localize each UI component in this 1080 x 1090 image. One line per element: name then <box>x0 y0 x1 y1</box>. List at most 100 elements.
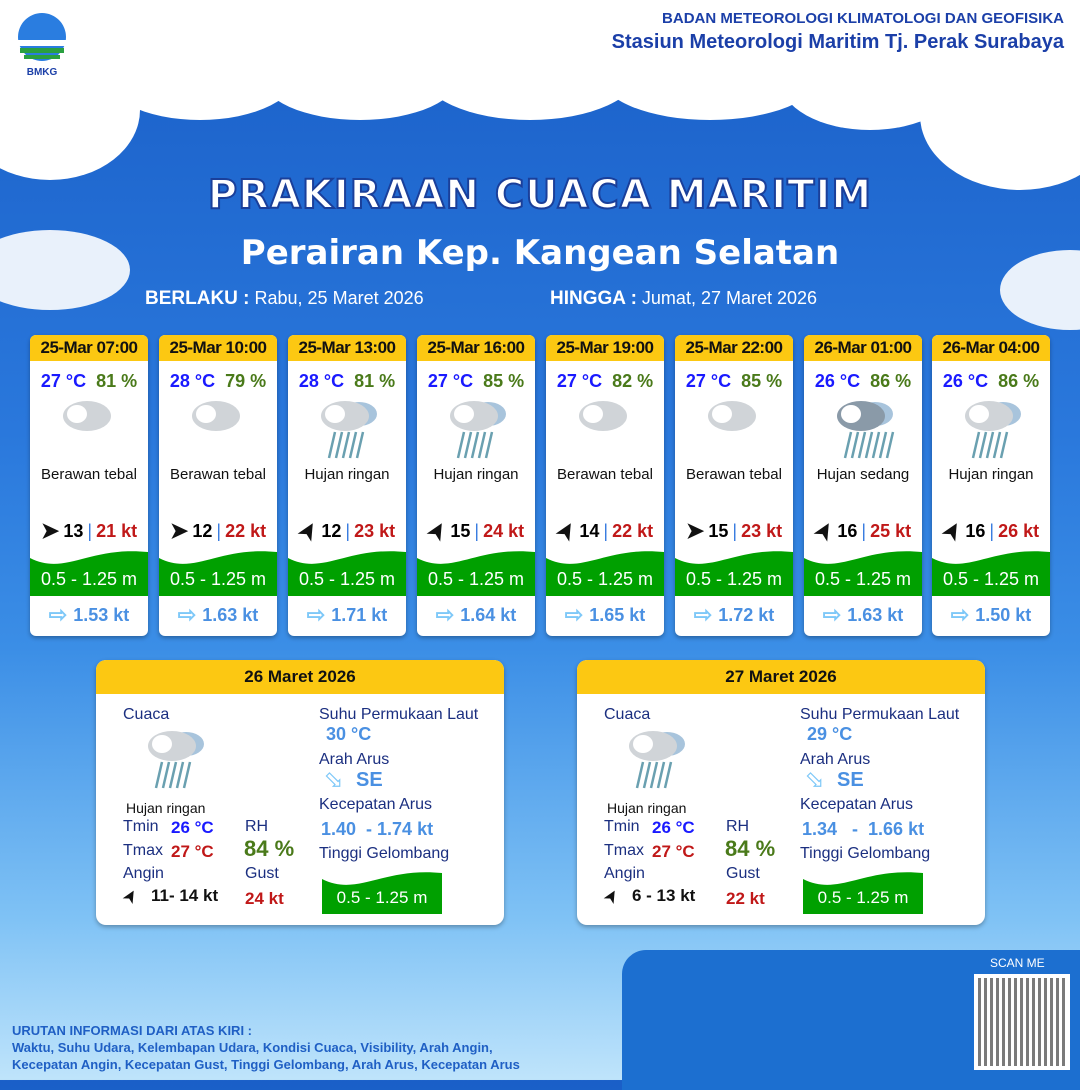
wind-direction-icon: ➤ <box>685 518 705 543</box>
air-temp: 27 °C <box>40 371 87 391</box>
humidity: 82 % <box>612 371 654 391</box>
footer-legend: URUTAN INFORMASI DARI ATAS KIRI : Waktu,… <box>12 1022 520 1073</box>
valid-from: BERLAKU : Rabu, 25 Maret 2026 <box>145 288 424 310</box>
current-speed: 1.63 kt <box>847 604 904 625</box>
rh-label: RH <box>245 818 269 835</box>
wind-speed: 13 <box>63 520 84 541</box>
separator: | <box>87 520 93 541</box>
sst-label: Suhu Permukaan Laut <box>319 706 479 723</box>
cloudy-icon <box>159 392 277 462</box>
weather-condition: Berawan tebal <box>686 466 782 483</box>
wind-direction-icon: ➤ <box>292 516 324 545</box>
weather-condition: Berawan tebal <box>170 466 266 483</box>
forecast-card: 25-Mar 10:00 28 °C 79 % Berawan tebal ➤ 12… <box>159 335 277 636</box>
separator: | <box>474 520 480 541</box>
air-temp: 26 °C <box>942 371 989 391</box>
wave-height-value: 0.5 - 1.25 m <box>336 888 428 907</box>
air-temp: 27 °C <box>556 371 603 391</box>
moderate-rain-icon <box>804 392 922 462</box>
humidity: 86 % <box>998 371 1040 391</box>
gust-value: 22 kt <box>726 889 765 908</box>
humidity: 79 % <box>225 371 267 391</box>
light-rain-icon <box>932 392 1050 462</box>
light-rain-icon <box>417 392 535 462</box>
forecast-card: 25-Mar 07:00 27 °C 81 % Berawan tebal ➤ 13… <box>30 335 148 636</box>
valid-from-label: BERLAKU : <box>145 288 250 309</box>
gust-speed: 26 kt <box>998 520 1040 541</box>
wave-height: 0.5 - 1.25 m <box>932 546 1050 596</box>
current-speed: 1.53 kt <box>73 604 130 625</box>
wind-direction-icon: ➤ <box>117 884 143 908</box>
weather-condition: Hujan sedang <box>816 466 910 483</box>
daily-summary-panel: 27 Maret 2026 Cuaca Hujan ringan Tmin 26… <box>577 660 985 925</box>
weather-condition: Hujan ringan <box>433 466 519 483</box>
light-rain-icon <box>134 722 214 797</box>
rh-value: 84 % <box>725 836 776 861</box>
weather-condition: Berawan tebal <box>41 466 137 483</box>
air-temp: 28 °C <box>169 371 216 391</box>
forecast-time: 25-Mar 07:00 <box>30 335 148 361</box>
daily-date: 27 Maret 2026 <box>577 660 985 694</box>
current-speed-label: Kecepatan Arus <box>800 796 913 813</box>
wind-direction-icon: ➤ <box>40 518 60 543</box>
current-speed: 1.50 kt <box>975 604 1032 625</box>
wave-height-value: 0.5 - 1.25 m <box>556 569 654 589</box>
cloudy-icon <box>675 392 793 462</box>
wind-direction-icon: ➤ <box>936 516 968 545</box>
light-rain-icon <box>615 722 695 797</box>
current-speed-value: 1.34 - 1.66 kt <box>802 819 925 839</box>
daily-wind: 6 - 13 kt <box>632 886 696 905</box>
gust-label: Gust <box>726 865 760 882</box>
rh-label: RH <box>726 818 750 835</box>
gust-speed: 24 kt <box>483 520 525 541</box>
separator: | <box>603 520 609 541</box>
angin-label: Angin <box>604 865 645 882</box>
current-speed-label: Kecepatan Arus <box>319 796 432 813</box>
forecast-card: 25-Mar 22:00 27 °C 85 % Berawan tebal ➤ 15… <box>675 335 793 636</box>
humidity: 81 % <box>354 371 396 391</box>
tmax-label: Tmax <box>604 842 644 859</box>
wave-height-value: 0.5 - 1.25 m <box>40 569 138 589</box>
wave-height-label: Tinggi Gelombang <box>319 845 450 862</box>
wind-speed: 16 <box>965 520 986 541</box>
valid-to-date: Jumat, 27 Maret 2026 <box>641 288 818 308</box>
wind-direction-icon: ➤ <box>550 516 582 545</box>
gust-speed: 22 kt <box>612 520 654 541</box>
current-direction-label: Arah Arus <box>800 751 871 768</box>
separator: | <box>216 520 222 541</box>
wave-height: 0.5 - 1.25 m <box>159 546 277 596</box>
bmkg-logo: BMKG <box>14 12 70 78</box>
current-direction-icon: ⇨ <box>306 602 326 627</box>
current-direction-icon: ⇨ <box>564 602 584 627</box>
wind-speed: 14 <box>579 520 600 541</box>
gust-value: 24 kt <box>245 889 284 908</box>
separator: | <box>861 520 867 541</box>
daily-wind: 11- 14 kt <box>151 886 219 905</box>
current-direction-label: Arah Arus <box>319 751 390 768</box>
tmax-value: 27 °C <box>171 842 214 861</box>
daily-condition: Hujan ringan <box>607 800 687 816</box>
current-speed: 1.64 kt <box>460 604 517 625</box>
separator: | <box>989 520 995 541</box>
page-title: PRAKIRAAN CUACA MARITIM <box>207 171 873 219</box>
forecast-card: 26-Mar 01:00 26 °C 86 % Hujan sedang ➤ 16 |… <box>804 335 922 636</box>
current-speed-value: 1.40 - 1.74 kt <box>321 819 434 839</box>
forecast-time: 25-Mar 22:00 <box>675 335 793 361</box>
light-rain-icon <box>288 392 406 462</box>
current-direction-value: SE <box>837 769 864 791</box>
wave-height: 0.5 - 1.25 m <box>417 546 535 596</box>
forecast-time: 26-Mar 01:00 <box>804 335 922 361</box>
valid-from-date: Rabu, 25 Maret 2026 <box>254 288 424 308</box>
gust-speed: 21 kt <box>96 520 138 541</box>
wind-direction-icon: ➤ <box>169 518 189 543</box>
wave-height-label: Tinggi Gelombang <box>800 845 931 862</box>
wind-speed: 12 <box>192 520 213 541</box>
qr-code[interactable] <box>974 974 1070 1070</box>
gust-label: Gust <box>245 865 279 882</box>
sst-value: 30 °C <box>326 724 372 744</box>
wave-height-value: 0.5 - 1.25 m <box>814 569 912 589</box>
sst-value: 29 °C <box>807 724 853 744</box>
weather-condition: Hujan ringan <box>948 466 1034 483</box>
current-direction-icon: ⇨ <box>822 602 842 627</box>
wave-height: 0.5 - 1.25 m <box>288 546 406 596</box>
